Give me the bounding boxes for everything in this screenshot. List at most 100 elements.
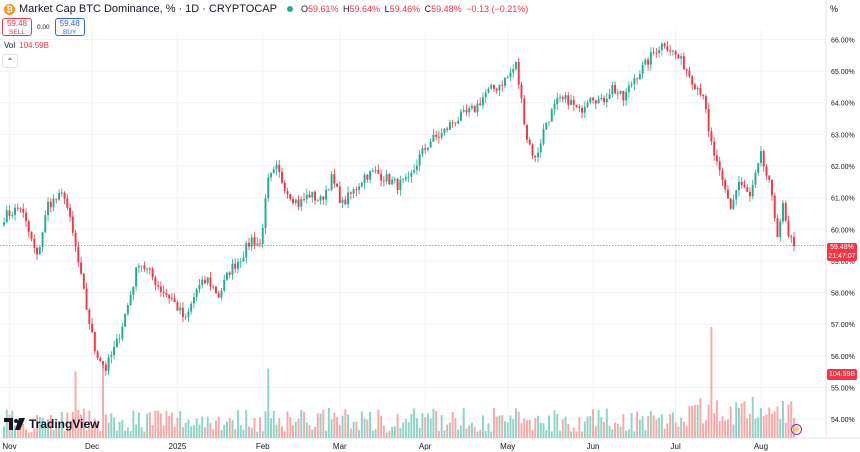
y-tick-label: 62.00%	[831, 164, 855, 171]
volume-bar	[702, 423, 705, 438]
volume-bar	[682, 421, 685, 438]
volume-bar	[572, 427, 575, 438]
volume-bar	[779, 419, 782, 438]
symbol-title[interactable]: Market Cap BTC Dominance, %	[19, 3, 176, 15]
candle-body	[776, 218, 779, 238]
volume-bar	[292, 425, 294, 438]
volume-bar	[526, 420, 528, 438]
x-tick-label: Jul	[671, 442, 681, 451]
volume-bar	[297, 418, 300, 438]
tradingview-logo[interactable]: TradingView	[4, 417, 99, 431]
volume-bar	[380, 415, 383, 438]
volume-bar	[790, 401, 793, 438]
volume-bar	[435, 410, 438, 438]
volume-bar	[206, 416, 209, 438]
candle-body	[765, 166, 768, 176]
candle-body	[715, 155, 718, 162]
candle-body	[8, 210, 11, 216]
candle-body	[677, 54, 680, 59]
volume-bar	[140, 427, 143, 438]
candle-body	[504, 78, 506, 86]
candle-body	[371, 170, 374, 172]
volume-bar	[693, 404, 696, 438]
candle-body	[729, 198, 732, 209]
volume-bar	[5, 409, 8, 438]
exchange-label[interactable]: CRYPTOCAP	[208, 3, 277, 15]
volume-bar	[60, 412, 63, 438]
candle-body	[567, 95, 570, 105]
candle-body	[572, 99, 575, 105]
candle-body	[325, 189, 328, 200]
candle-body	[633, 78, 636, 85]
candle-body	[107, 357, 110, 371]
volume-bar	[600, 417, 603, 438]
candle-body	[793, 237, 795, 246]
candle-body	[33, 238, 36, 248]
volume-bar	[715, 400, 718, 438]
volume-bar	[311, 429, 314, 438]
candle-body	[140, 265, 143, 267]
ohlc-l-value: 59.46%	[389, 4, 421, 14]
candle-body	[349, 192, 352, 194]
candle-body	[415, 165, 418, 171]
candle-body	[760, 151, 762, 163]
candle-body	[303, 198, 305, 200]
volume-bar	[437, 431, 440, 438]
candle-body	[69, 207, 72, 217]
candle-body	[594, 100, 597, 104]
candle-body	[790, 236, 793, 238]
volume-bar	[457, 429, 460, 438]
candle-body	[198, 284, 201, 290]
volume-bar	[735, 402, 738, 438]
interval-label[interactable]: 1D	[185, 3, 200, 15]
volume-bar	[410, 413, 413, 438]
candle-body	[259, 243, 261, 245]
candle-body	[418, 153, 421, 166]
volume-bar	[159, 413, 162, 438]
volume-bar	[512, 419, 515, 438]
chevron-up-icon[interactable]: ⌃	[2, 54, 18, 68]
buy-button[interactable]: 59.48 BUY	[54, 18, 85, 36]
candle-body	[281, 171, 283, 183]
candle-body	[352, 189, 355, 194]
volume-bar	[377, 409, 380, 438]
candle-body	[710, 131, 713, 142]
candle-body	[517, 61, 520, 85]
volume-bar	[264, 411, 267, 438]
volume-bar	[52, 429, 55, 438]
lightning-icon[interactable]: ⚡	[791, 424, 802, 435]
candle-body	[71, 216, 74, 233]
candle-body	[404, 177, 407, 180]
candle-body	[592, 97, 595, 101]
volume-bar	[611, 429, 614, 438]
last-price-value: 59.48%	[830, 244, 854, 251]
volume-bar	[493, 408, 495, 438]
candle-body	[465, 109, 468, 113]
candle-body	[622, 90, 625, 101]
candle-body	[322, 196, 325, 200]
candle-body	[170, 298, 173, 300]
volume-bar	[660, 414, 663, 438]
candle-body	[338, 186, 341, 203]
candle-body	[168, 294, 171, 299]
chart-grid	[0, 0, 860, 439]
candle-body	[732, 199, 735, 209]
percent-scale-toggle[interactable]: %	[829, 4, 838, 14]
candle-body	[550, 109, 553, 122]
trade-panel: 59.48 SELL 0.00 59.48 BUY	[2, 18, 85, 36]
candle-body	[655, 52, 658, 54]
candle-body	[292, 199, 294, 204]
volume-bar	[396, 413, 399, 438]
sell-button[interactable]: 59.48 SELL	[2, 18, 32, 36]
volume-bar	[757, 417, 760, 438]
candle-body	[341, 199, 344, 203]
candle-body	[382, 180, 385, 182]
volume-bar	[622, 414, 625, 438]
ohlc-change: −0.13 (−0.21%)	[466, 4, 529, 14]
candle-body	[162, 291, 165, 294]
chart-header: ₿ Market Cap BTC Dominance, % · 1D · CRY…	[0, 0, 530, 18]
volume-bar	[680, 417, 683, 438]
volume-bar	[578, 417, 581, 438]
ohlc-l-label: L	[384, 4, 390, 14]
